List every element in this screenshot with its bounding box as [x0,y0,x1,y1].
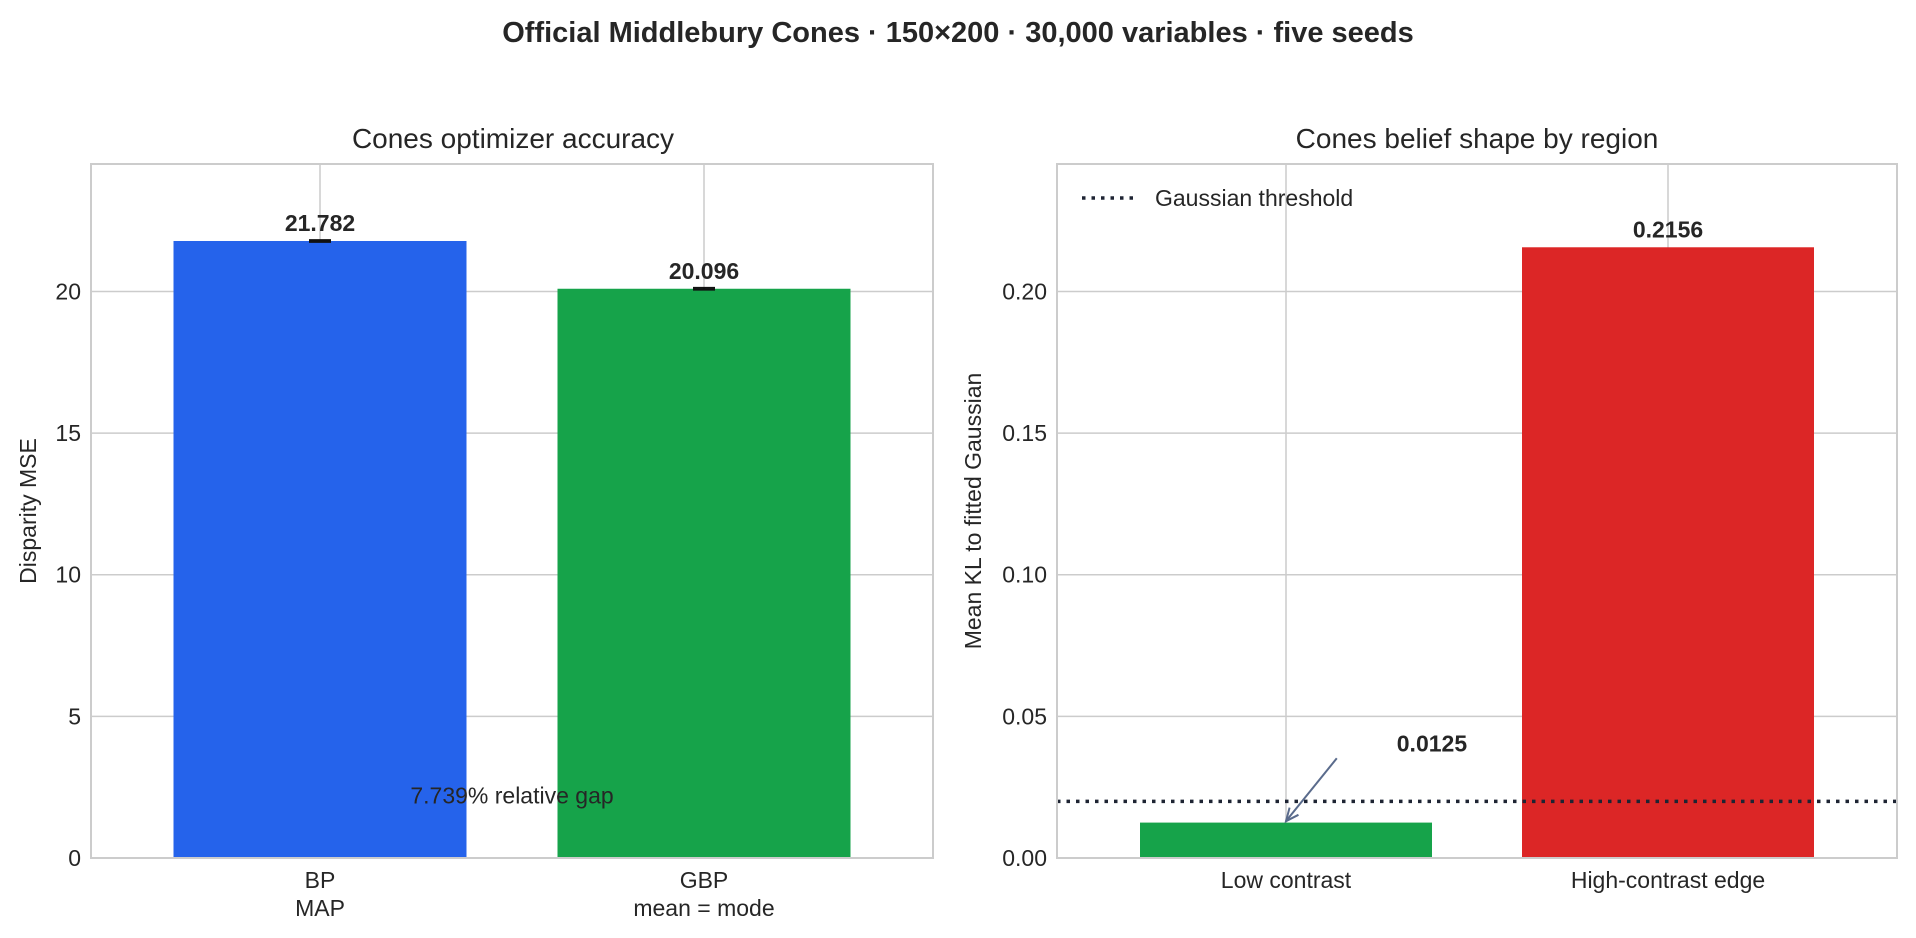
right-xtick-label-1-0: High-contrast edge [1571,867,1765,893]
left-data-label-1: 20.096 [669,258,739,284]
right-ytick-label-2: 0.10 [1002,562,1047,588]
right-y-axis-label: Mean KL to fitted Gaussian [960,373,986,650]
left-chart-title: Cones optimizer accuracy [352,123,674,154]
right-ytick-label-1: 0.05 [1002,703,1047,729]
left-y-axis-label: Disparity MSE [15,438,41,584]
right-overlay: 0.0125 Gaussian threshold [1057,185,1897,824]
panel-belief-shape: Cones belief shape by region Mean KL to … [960,123,1898,893]
right-bar-0 [1140,822,1432,858]
right-ytick-label-0: 0.00 [1002,845,1047,871]
panel-optimizer-accuracy: Cones optimizer accuracy Disparity MSE 0… [15,123,934,921]
right-xtick-label-0-0: Low contrast [1221,867,1352,893]
left-relative-gap-annotation: 7.739% relative gap [410,783,613,809]
figure-suptitle: Official Middlebury Cones · 150×200 · 30… [502,17,1414,49]
right-legend: Gaussian threshold [1082,185,1353,211]
right-ytick-label-4: 0.20 [1002,278,1047,304]
left-ytick-label-3: 15 [55,420,81,446]
left-data-labels: 21.782 20.096 7.739% relative gap [285,210,739,809]
right-tick-labels: 0.00 0.05 0.10 0.15 0.20 Low contrast High-con… [1002,278,1765,893]
left-ytick-label-1: 5 [68,703,81,729]
right-data-labels: 0.2156 [1633,216,1703,242]
left-xtick-label-0-1: MAP [295,895,345,921]
right-plot-frame [1056,163,1898,859]
right-chart-title: Cones belief shape by region [1296,123,1659,154]
left-ytick-label-2: 10 [55,562,81,588]
left-bar-1 [557,288,851,859]
left-ytick-label-0: 0 [68,845,81,871]
right-data-label-1: 0.2156 [1633,216,1703,242]
left-xtick-label-1-0: GBP [680,867,729,893]
left-plot-frame [90,163,934,859]
right-legend-label: Gaussian threshold [1155,185,1353,211]
right-ytick-label-3: 0.15 [1002,420,1047,446]
right-annotation-arrow-shaft [1285,757,1338,822]
left-xtick-label-1-1: mean = mode [633,895,774,921]
left-bars [173,239,851,859]
right-bar-1 [1522,247,1814,858]
left-bar-0 [173,240,467,858]
right-bars [1140,247,1814,858]
right-data-label-0: 0.0125 [1397,730,1468,756]
left-data-label-0: 21.782 [285,210,355,236]
left-xtick-label-0-0: BP [305,867,336,893]
left-ytick-label-4: 20 [55,278,81,304]
right-annotation-arrow-head [1284,807,1299,824]
